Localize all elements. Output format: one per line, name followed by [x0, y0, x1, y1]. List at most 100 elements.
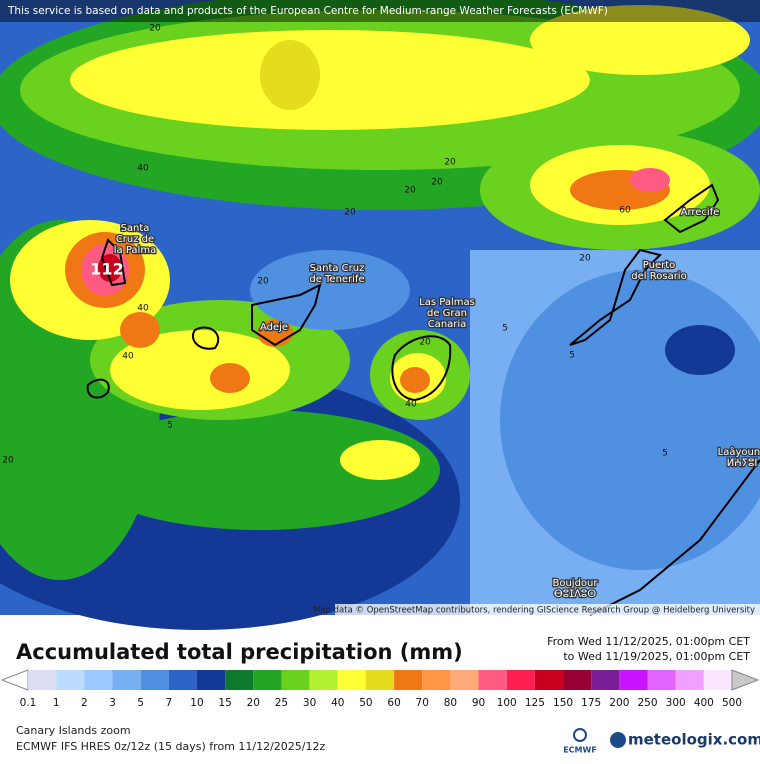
max-value: 112: [90, 260, 123, 279]
legend-swatch: [450, 670, 479, 690]
legend-swatch: [196, 670, 226, 690]
contour-label: 20: [344, 208, 356, 218]
legend-label: 2: [81, 697, 88, 709]
contour-label: 40: [137, 304, 149, 314]
legend-label: 7: [165, 697, 172, 709]
legend-label: 10: [190, 697, 203, 709]
region: Canary Islands zoom: [16, 724, 131, 737]
legend-swatch: [506, 670, 535, 690]
ecmwf-logo: ECMWF: [563, 746, 597, 755]
legend-label: 40: [331, 697, 344, 709]
attribution: This service is based on data and produc…: [7, 5, 608, 17]
place-label: Laâyoune: [718, 446, 760, 458]
legend-swatch: [365, 670, 395, 690]
legend-label: 30: [303, 697, 316, 709]
contour-label: 20: [149, 24, 161, 34]
legend-swatch: [591, 670, 620, 690]
contour-label: 5: [662, 449, 668, 459]
legend-label: 300: [666, 697, 686, 709]
contour-label: 20: [419, 338, 431, 348]
legend-label: 1: [53, 697, 60, 709]
place-label: Santa: [121, 223, 150, 234]
title: Accumulated total precipitation (mm): [16, 640, 463, 664]
legend-label: 80: [444, 697, 457, 709]
legend-swatch: [56, 670, 85, 690]
contour-label: 20: [431, 178, 443, 188]
legend-swatch: [140, 670, 169, 690]
meteologix-icon: [610, 732, 626, 748]
legend-label: 5: [137, 697, 144, 709]
legend-label: 150: [553, 697, 573, 709]
contour-label: 20: [579, 254, 591, 264]
legend-swatch: [619, 670, 648, 690]
legend-swatch: [647, 670, 676, 690]
contour-label: 20: [404, 186, 416, 196]
date-to: to Wed 11/19/2025, 01:00pm CET: [563, 650, 750, 663]
legend-swatch: [84, 670, 113, 690]
legend-swatch: [309, 670, 338, 690]
legend-swatch: [394, 670, 423, 690]
date-from: From Wed 11/12/2025, 01:00pm CET: [547, 635, 750, 648]
contour-label: 20: [2, 456, 14, 466]
place-label: del Rosario: [631, 271, 686, 282]
legend-label: 60: [387, 697, 400, 709]
contour-label: 40: [122, 352, 134, 362]
legend-swatch: [675, 670, 704, 690]
place-label: Adeje: [260, 322, 288, 333]
contour-label: 5: [502, 324, 508, 334]
legend: 0.1 1 2 3 5 7 10 15 20 25 30 40 50 60 70 80 90 100 125 150 1…: [0, 669, 760, 709]
legend-label: 20: [247, 697, 260, 709]
legend-swatch: [534, 670, 564, 690]
contour-label: 20: [444, 158, 456, 168]
legend-label: 3: [109, 697, 116, 709]
legend-swatch: [168, 670, 197, 690]
legend-label: 70: [416, 697, 429, 709]
legend-swatch: [478, 670, 507, 690]
meteologix-logo[interactable]: meteologix.com: [628, 731, 760, 749]
contour-label: 40: [137, 164, 149, 174]
place-label: Santa Cruz: [310, 263, 365, 274]
legend-swatch: [225, 670, 254, 690]
legend-swatch: [337, 670, 366, 690]
legend-label: 250: [637, 697, 657, 709]
model-info: ECMWF IFS HRES 0z/12z (15 days) from 11/…: [16, 740, 326, 753]
legend-label: 25: [275, 697, 288, 709]
legend-swatch: [281, 670, 310, 690]
legend-label: 125: [525, 697, 545, 709]
legend-swatch: [253, 670, 282, 690]
place-label: Puerto: [643, 260, 676, 271]
legend-label: 0.1: [20, 697, 37, 709]
legend-arrow: [731, 669, 760, 691]
legend-label: 100: [497, 697, 517, 709]
map-credit: Map data © OpenStreetMap contributors, r…: [313, 606, 755, 616]
contour-label: 60: [619, 206, 631, 216]
place-label: de Tenerife: [309, 274, 364, 285]
legend-label: 50: [359, 697, 372, 709]
legend-swatch: [563, 670, 592, 690]
legend-label: 90: [472, 697, 485, 709]
legend-swatch: [422, 670, 451, 690]
contour-label: 40: [405, 400, 417, 410]
place-label: Canaria: [428, 319, 467, 330]
place-label: la Palma: [114, 245, 156, 256]
legend-label: 200: [609, 697, 629, 709]
legend-arrow: [0, 669, 29, 691]
place-label: Cruz de: [116, 234, 154, 245]
legend-label: 15: [218, 697, 231, 709]
map: [0, 0, 760, 630]
place-label: Boujdour: [552, 578, 598, 589]
legend-swatch: [112, 670, 141, 690]
legend-label: 500: [722, 697, 742, 709]
contour-label: 5: [569, 351, 575, 361]
contour-label: 5: [167, 421, 173, 431]
legend-label: 175: [581, 697, 601, 709]
legend-swatch: [28, 670, 57, 690]
place-label: Las Palmas: [419, 297, 475, 308]
place-label: ⵍⵄⵢⵓⵏ: [727, 458, 758, 469]
ecmwf-icon: [573, 728, 587, 742]
place-label: Arrecife: [681, 207, 720, 218]
contour-label: 20: [257, 277, 269, 287]
